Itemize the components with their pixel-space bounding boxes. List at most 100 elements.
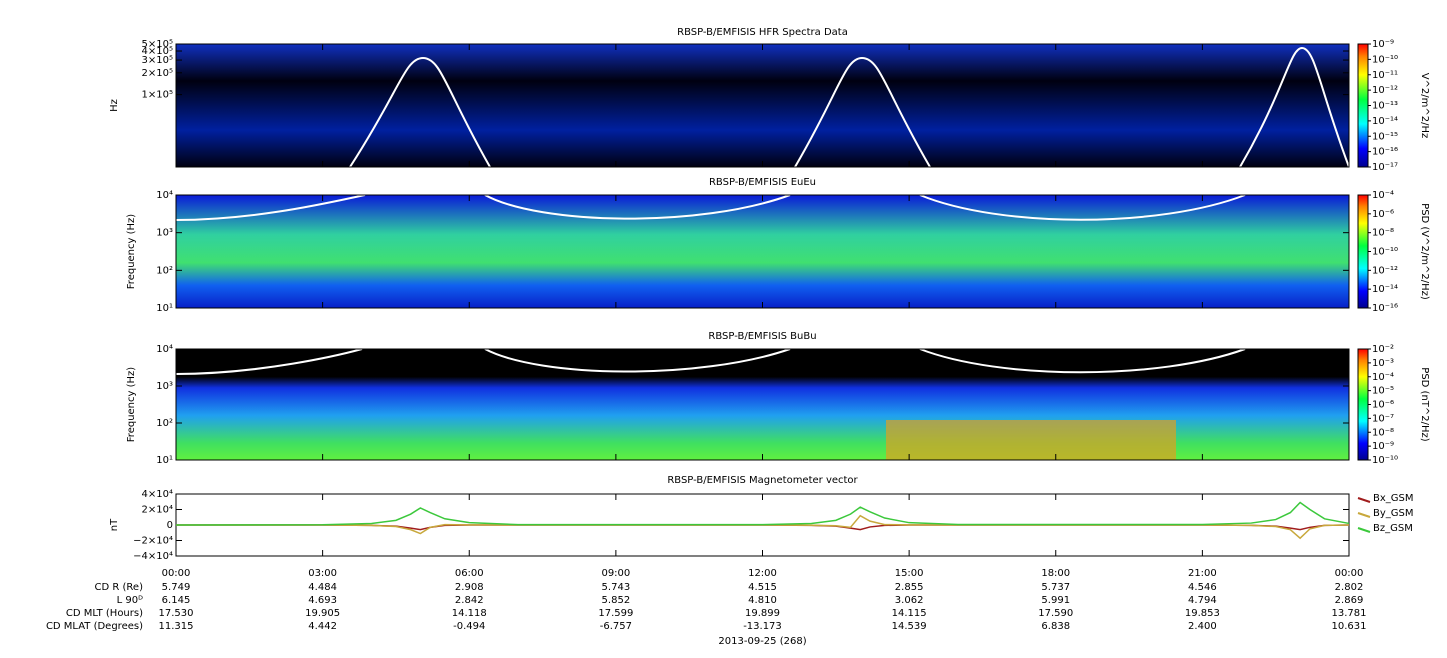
y-tick-label: 10⁴ — [156, 344, 173, 355]
ephemeris-value: 3.062 — [895, 595, 924, 606]
y-tick-label: 10¹ — [156, 455, 173, 466]
ephemeris-value: 4.546 — [1188, 582, 1217, 593]
colorbar-tick-label: 10⁻¹² — [1372, 265, 1398, 276]
colorbar-tick-label: 10⁻¹² — [1372, 85, 1398, 96]
ephemeris-value: 5.737 — [1041, 582, 1070, 593]
x-tick-label: 00:00 — [1335, 568, 1364, 579]
series-line — [176, 524, 1350, 531]
x-axis-label: 2013-09-25 (268) — [718, 636, 806, 647]
y-tick-label: 10² — [156, 418, 173, 429]
ephemeris-value: 4.810 — [748, 595, 777, 606]
ephemeris-value: 17.530 — [159, 608, 194, 619]
ephemeris-value: -6.757 — [600, 621, 632, 632]
ephemeris-value: 4.442 — [308, 621, 337, 632]
colorbar-tick-label: 10⁻¹¹ — [1372, 70, 1398, 81]
y-tick-label: −2×10⁴ — [133, 536, 173, 547]
series-line — [175, 501, 1350, 526]
legend-label: By_GSM — [1373, 508, 1414, 519]
spectrogram-image — [176, 44, 1349, 167]
y-tick-label: 10¹ — [156, 303, 173, 314]
y-tick-label: 2×10⁴ — [142, 505, 173, 516]
x-tick-label: 03:00 — [308, 568, 337, 579]
ephemeris-value: 5.749 — [162, 582, 191, 593]
y-tick-label: 10³ — [156, 228, 173, 239]
ephemeris-value: 4.794 — [1188, 595, 1217, 606]
y-axis-label: Frequency (Hz) — [126, 367, 137, 443]
colorbar-tick-label: 10⁻¹⁷ — [1372, 162, 1398, 173]
panel-title: RBSP-B/EMFISIS Magnetometer vector — [667, 475, 858, 486]
colorbar-tick-label: 10⁻³ — [1372, 358, 1394, 369]
colorbar — [1357, 43, 1369, 168]
ephemeris-value: 2.908 — [455, 582, 484, 593]
legend-label: Bx_GSM — [1373, 493, 1414, 504]
ephemeris-value: -13.173 — [743, 621, 782, 632]
ephemeris-value: 14.118 — [452, 608, 487, 619]
ephemeris-value: -0.494 — [453, 621, 485, 632]
y-tick-label: 10² — [156, 265, 173, 276]
x-tick-label: 00:00 — [162, 568, 191, 579]
y-tick-label: 0 — [167, 520, 173, 531]
ephemeris-value: 17.590 — [1038, 608, 1073, 619]
ephemeris-value: 19.899 — [745, 608, 780, 619]
ephemeris-label: CD R (Re) — [95, 582, 144, 593]
colorbar-tick-label: 10⁻⁶ — [1372, 400, 1394, 411]
ephemeris-value: 10.631 — [1332, 621, 1367, 632]
series-line — [176, 514, 1350, 540]
y-tick-label: 10³ — [156, 381, 173, 392]
density-curve — [175, 194, 1246, 221]
colorbar-tick-label: 10⁻⁸ — [1372, 427, 1394, 438]
colorbar-label: PSD (nT^2/Hz) — [1419, 367, 1430, 441]
ephemeris-value: 14.539 — [892, 621, 927, 632]
ephemeris-value: 14.115 — [892, 608, 927, 619]
colorbar-tick-label: 10⁻¹⁰ — [1372, 455, 1398, 466]
ephemeris-value: 6.838 — [1041, 621, 1070, 632]
ephemeris-value: 4.693 — [308, 595, 337, 606]
ephemeris-label: CD MLAT (Degrees) — [46, 621, 143, 632]
colorbar-tick-label: 10⁻¹⁴ — [1372, 284, 1398, 295]
ephemeris-value: 11.315 — [159, 621, 194, 632]
ephemeris-value: 2.869 — [1335, 595, 1364, 606]
x-tick-label: 06:00 — [455, 568, 484, 579]
legend-swatch — [1357, 497, 1371, 503]
y-axis-label: nT — [109, 518, 120, 531]
plot-frame — [175, 43, 1350, 168]
spectrogram-feature — [886, 420, 1176, 460]
x-tick-label: 21:00 — [1188, 568, 1217, 579]
y-tick-label: 5×10⁵ — [142, 39, 173, 50]
colorbar-tick-label: 10⁻⁸ — [1372, 228, 1394, 239]
colorbar-tick-label: 10⁻⁴ — [1372, 372, 1394, 383]
y-tick-label: 4×10⁵ — [142, 46, 173, 57]
panel-title: RBSP-B/EMFISIS EuEu — [709, 177, 816, 188]
ephemeris-value: 5.852 — [602, 595, 631, 606]
ephemeris-value: 13.781 — [1332, 608, 1367, 619]
colorbar-tick-label: 10⁻⁷ — [1372, 413, 1394, 424]
colorbar-tick-label: 10⁻¹⁰ — [1372, 54, 1398, 65]
colorbar-tick-label: 10⁻² — [1372, 344, 1394, 355]
plot-frame — [175, 194, 1350, 309]
colorbar-tick-label: 10⁻⁵ — [1372, 386, 1394, 397]
y-tick-label: 2×10⁵ — [142, 68, 173, 79]
x-tick-label: 15:00 — [895, 568, 924, 579]
ephemeris-value: 19.905 — [305, 608, 340, 619]
ephemeris-value: 2.842 — [455, 595, 484, 606]
y-tick-label: 1×10⁵ — [142, 90, 173, 101]
colorbar-tick-label: 10⁻⁴ — [1372, 190, 1394, 201]
panel-title: RBSP-B/EMFISIS HFR Spectra Data — [677, 27, 848, 38]
density-curve — [175, 348, 1246, 375]
colorbar-tick-label: 10⁻¹⁶ — [1372, 303, 1398, 314]
spectrogram-image — [176, 195, 1349, 308]
ephemeris-value: 5.743 — [602, 582, 631, 593]
colorbar-label: PSD (V^2/m^2/Hz) — [1419, 203, 1430, 300]
y-tick-label: 4×10⁴ — [142, 489, 173, 500]
ephemeris-value: 4.484 — [308, 582, 337, 593]
panel-title: RBSP-B/EMFISIS BuBu — [708, 331, 816, 342]
ephemeris-value: 19.853 — [1185, 608, 1220, 619]
colorbar-tick-label: 10⁻¹⁴ — [1372, 116, 1398, 127]
x-tick-label: 18:00 — [1041, 568, 1070, 579]
colorbar-tick-label: 10⁻¹⁵ — [1372, 131, 1398, 142]
plot-frame — [175, 348, 1350, 461]
colorbar-tick-label: 10⁻¹⁰ — [1372, 247, 1398, 258]
ephemeris-value: 2.855 — [895, 582, 924, 593]
legend-swatch — [1357, 527, 1371, 533]
